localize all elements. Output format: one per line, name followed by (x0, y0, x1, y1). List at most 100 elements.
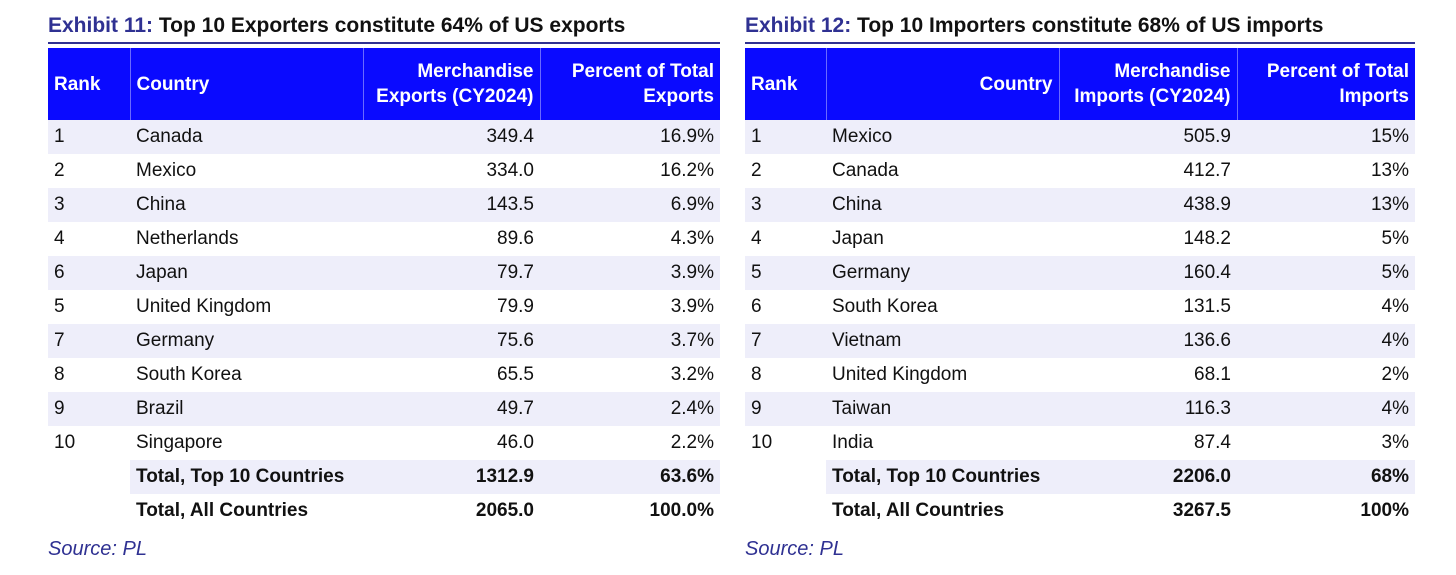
table-header-row: Rank Country Merchandise Imports (CY2024… (745, 48, 1415, 120)
rank-cell: 6 (745, 290, 826, 324)
country-cell: United Kingdom (130, 290, 363, 324)
empty-cell (745, 494, 826, 528)
total-percent: 100% (1237, 494, 1415, 528)
value-cell: 160.4 (1059, 256, 1237, 290)
rank-cell: 5 (48, 290, 130, 324)
value-cell: 136.6 (1059, 324, 1237, 358)
col-header-rank: Rank (48, 48, 131, 120)
table-row: 2 Canada 412.7 13% (745, 154, 1415, 188)
rank-cell: 10 (745, 426, 826, 460)
col-header-country: Country (130, 48, 364, 120)
country-cell: Germany (826, 256, 1059, 290)
exhibit-heading: Top 10 Exporters constitute 64% of US ex… (158, 14, 626, 37)
value-cell: 79.7 (363, 256, 540, 290)
value-cell: 68.1 (1059, 358, 1237, 392)
country-cell: Mexico (826, 120, 1059, 154)
value-cell: 334.0 (363, 154, 540, 188)
percent-cell: 16.9% (540, 120, 720, 154)
percent-cell: 3% (1237, 426, 1415, 460)
rank-cell: 2 (745, 154, 826, 188)
col-header-country: Country (826, 48, 1060, 120)
table-row: 4 Japan 148.2 5% (745, 222, 1415, 256)
rank-cell: 4 (745, 222, 826, 256)
total-row-all: Total, All Countries 3267.5 100% (745, 494, 1415, 528)
country-cell: Netherlands (130, 222, 363, 256)
percent-cell: 3.9% (540, 290, 720, 324)
percent-cell: 5% (1237, 256, 1415, 290)
country-cell: Brazil (130, 392, 363, 426)
empty-cell (48, 494, 130, 528)
table-row: 9 Brazil 49.7 2.4% (48, 392, 720, 426)
table-row: 8 United Kingdom 68.1 2% (745, 358, 1415, 392)
value-cell: 46.0 (363, 426, 540, 460)
percent-cell: 4.3% (540, 222, 720, 256)
total-value: 3267.5 (1059, 494, 1237, 528)
total-percent: 68% (1237, 460, 1415, 494)
exhibit-exports: Exhibit 11: Top 10 Exporters constitute … (48, 0, 720, 528)
country-cell: Japan (826, 222, 1059, 256)
total-value: 2206.0 (1059, 460, 1237, 494)
table-row: 10 India 87.4 3% (745, 426, 1415, 460)
col-header-value: Merchandise Imports (CY2024) (1059, 48, 1238, 120)
source-note: Source: PL (745, 538, 844, 560)
rank-cell: 5 (745, 256, 826, 290)
value-cell: 116.3 (1059, 392, 1237, 426)
table-row: 6 Japan 79.7 3.9% (48, 256, 720, 290)
percent-cell: 13% (1237, 188, 1415, 222)
table-row: 5 Germany 160.4 5% (745, 256, 1415, 290)
country-cell: South Korea (826, 290, 1059, 324)
table-row: 1 Canada 349.4 16.9% (48, 120, 720, 154)
percent-cell: 2.2% (540, 426, 720, 460)
table-row: 8 South Korea 65.5 3.2% (48, 358, 720, 392)
country-cell: Singapore (130, 426, 363, 460)
percent-cell: 3.9% (540, 256, 720, 290)
exhibit-number: Exhibit 11: (48, 14, 154, 37)
rank-cell: 1 (745, 120, 826, 154)
total-row-top10: Total, Top 10 Countries 2206.0 68% (745, 460, 1415, 494)
exports-table: Rank Country Merchandise Exports (CY2024… (48, 48, 720, 528)
table-header-row: Rank Country Merchandise Exports (CY2024… (48, 48, 720, 120)
exhibit-title: Exhibit 12: Top 10 Importers constitute … (745, 0, 1415, 44)
rank-cell: 7 (745, 324, 826, 358)
rank-cell: 8 (745, 358, 826, 392)
rank-cell: 9 (48, 392, 130, 426)
table-row: 7 Vietnam 136.6 4% (745, 324, 1415, 358)
country-cell: India (826, 426, 1059, 460)
total-value: 2065.0 (363, 494, 540, 528)
value-cell: 131.5 (1059, 290, 1237, 324)
percent-cell: 13% (1237, 154, 1415, 188)
rank-cell: 3 (745, 188, 826, 222)
value-cell: 412.7 (1059, 154, 1237, 188)
value-cell: 87.4 (1059, 426, 1237, 460)
total-value: 1312.9 (363, 460, 540, 494)
exhibit-imports: Exhibit 12: Top 10 Importers constitute … (745, 0, 1415, 528)
percent-cell: 16.2% (540, 154, 720, 188)
table-row: 2 Mexico 334.0 16.2% (48, 154, 720, 188)
value-cell: 65.5 (363, 358, 540, 392)
country-cell: Vietnam (826, 324, 1059, 358)
percent-cell: 4% (1237, 290, 1415, 324)
country-cell: China (826, 188, 1059, 222)
value-cell: 75.6 (363, 324, 540, 358)
percent-cell: 3.7% (540, 324, 720, 358)
value-cell: 505.9 (1059, 120, 1237, 154)
table-row: 6 South Korea 131.5 4% (745, 290, 1415, 324)
value-cell: 143.5 (363, 188, 540, 222)
total-percent: 63.6% (540, 460, 720, 494)
total-label: Total, Top 10 Countries (130, 460, 363, 494)
col-header-rank: Rank (745, 48, 827, 120)
rank-cell: 4 (48, 222, 130, 256)
table-row: 10 Singapore 46.0 2.2% (48, 426, 720, 460)
total-row-all: Total, All Countries 2065.0 100.0% (48, 494, 720, 528)
empty-cell (745, 460, 826, 494)
table-row: 7 Germany 75.6 3.7% (48, 324, 720, 358)
col-header-value: Merchandise Exports (CY2024) (363, 48, 541, 120)
percent-cell: 6.9% (540, 188, 720, 222)
total-label: Total, Top 10 Countries (826, 460, 1059, 494)
table-row: 5 United Kingdom 79.9 3.9% (48, 290, 720, 324)
table-row: 4 Netherlands 89.6 4.3% (48, 222, 720, 256)
rank-cell: 2 (48, 154, 130, 188)
percent-cell: 4% (1237, 392, 1415, 426)
country-cell: Canada (130, 120, 363, 154)
table-row: 3 China 438.9 13% (745, 188, 1415, 222)
